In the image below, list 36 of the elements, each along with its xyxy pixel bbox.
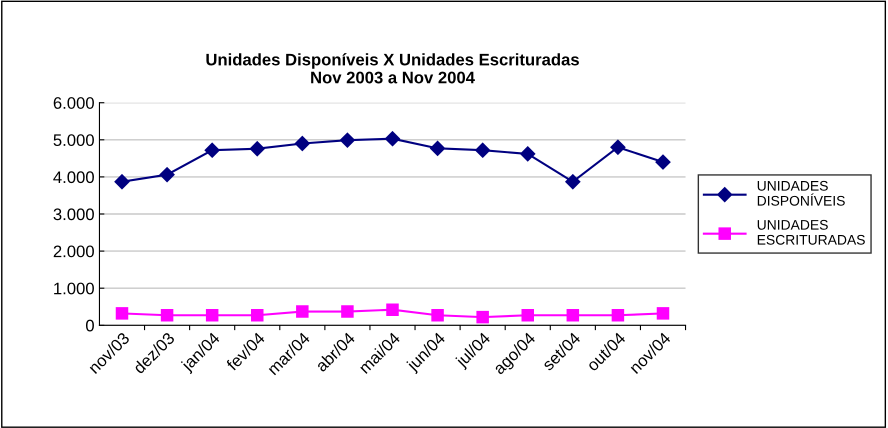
y-tick-label: 3.000 [54, 208, 94, 220]
point [250, 309, 264, 322]
point [612, 309, 624, 322]
y-tick-label: 2.000 [54, 245, 94, 258]
point [296, 305, 309, 318]
legend-label: UNIDADES DISPONÍVEIS [758, 180, 845, 206]
point [294, 136, 310, 152]
point [430, 140, 446, 156]
y-tick-label: 5.000 [54, 134, 94, 146]
y-tick-label: 0 [86, 320, 94, 332]
point [431, 309, 444, 322]
point [521, 309, 534, 322]
point [204, 142, 220, 158]
point [476, 310, 489, 324]
point [565, 174, 580, 190]
point [566, 309, 580, 322]
point [656, 307, 670, 320]
point [655, 154, 671, 170]
chart-title: Unidades Disponíveis X Unidades Escrituradas Nov 2003 a Nov 2004 [206, 53, 579, 84]
y-tick-label: 1.000 [54, 282, 94, 294]
point [610, 140, 626, 155]
point [341, 305, 354, 318]
point [114, 174, 130, 190]
point [340, 132, 355, 148]
point [250, 141, 265, 156]
y-tick-label: 4.000 [53, 171, 94, 184]
point [386, 303, 399, 316]
y-tick-label: 6.000 [54, 97, 94, 109]
point [520, 146, 536, 162]
legend-label: UNIDADES ESCRITURADAS [758, 220, 865, 245]
point [475, 142, 490, 158]
point [206, 309, 218, 322]
point [160, 167, 175, 182]
point [160, 309, 174, 322]
point [116, 307, 128, 320]
point [384, 131, 400, 146]
